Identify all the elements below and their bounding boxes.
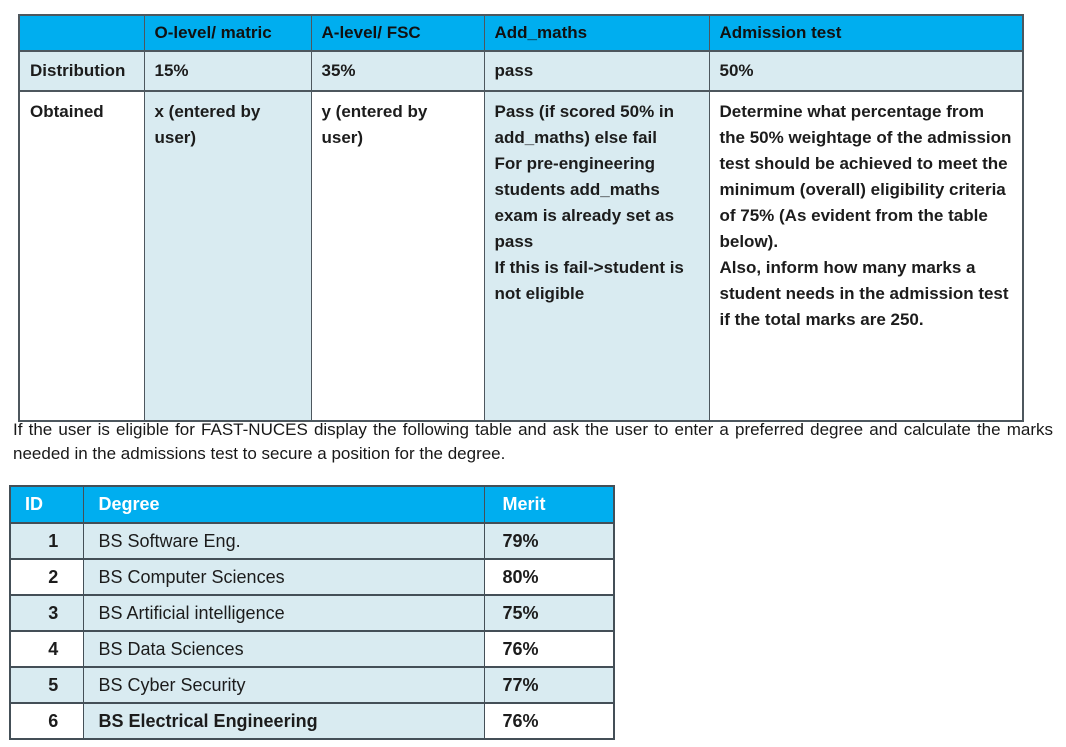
criteria-header-row: O-level/ matric A-level/ FSC Add_maths A…: [18, 14, 1024, 52]
criteria-header-empty: [18, 14, 145, 52]
merit-table: ID Degree Merit 1 BS Software Eng. 79% 2…: [9, 485, 615, 740]
admission-task-2: Also, inform how many marks a student ne…: [719, 258, 1009, 329]
obtained-label: Obtained: [18, 90, 145, 422]
row-degree: BS Software Eng.: [82, 522, 485, 560]
addmaths-fail-rule: If this is fail->student is not eligible: [494, 258, 684, 303]
merit-table-row: 5 BS Cyber Security 77%: [9, 666, 615, 704]
eligibility-instruction-paragraph: If the user is eligible for FAST-NUCES d…: [13, 420, 1053, 463]
criteria-header-olevel: O-level/ matric: [143, 14, 312, 52]
merit-header-merit: Merit: [483, 485, 615, 524]
merit-table-row: 4 BS Data Sciences 76%: [9, 630, 615, 668]
merit-table-row: 2 BS Computer Sciences 80%: [9, 558, 615, 596]
merit-table-row: 3 BS Artificial intelligence 75%: [9, 594, 615, 632]
row-id: 2: [9, 558, 84, 596]
obtained-alevel: y (entered by user): [310, 90, 485, 422]
distribution-admissiontest: 50%: [708, 50, 1024, 92]
merit-table-row: 6 BS Electrical Engineering 76%: [9, 702, 615, 740]
criteria-table: O-level/ matric A-level/ FSC Add_maths A…: [18, 14, 1024, 422]
obtained-admissiontest: Determine what percentage from the 50% w…: [708, 90, 1024, 422]
criteria-header-addmaths: Add_maths: [483, 14, 710, 52]
merit-header-row: ID Degree Merit: [9, 485, 615, 524]
row-merit: 76%: [483, 630, 615, 668]
row-merit: 77%: [483, 666, 615, 704]
row-id: 1: [9, 522, 84, 560]
row-merit: 79%: [483, 522, 615, 560]
obtained-row: Obtained x (entered by user) y (entered …: [18, 90, 1024, 422]
row-degree: BS Artificial intelligence: [82, 594, 485, 632]
merit-header-id: ID: [9, 485, 84, 524]
addmaths-preeng-rule: For pre-engineering students add_maths e…: [494, 154, 675, 251]
row-merit: 75%: [483, 594, 615, 632]
row-id: 4: [9, 630, 84, 668]
criteria-header-admissiontest: Admission test: [708, 14, 1024, 52]
row-degree: BS Cyber Security: [82, 666, 485, 704]
distribution-olevel: 15%: [143, 50, 312, 92]
row-merit: 76%: [483, 702, 615, 740]
distribution-label: Distribution: [18, 50, 145, 92]
merit-header-degree: Degree: [82, 485, 485, 524]
criteria-header-alevel: A-level/ FSC: [310, 14, 485, 52]
distribution-alevel: 35%: [310, 50, 485, 92]
merit-table-row: 1 BS Software Eng. 79%: [9, 522, 615, 560]
addmaths-pass-rule: Pass (if scored 50% in add_maths) else f…: [494, 102, 675, 147]
obtained-olevel: x (entered by user): [143, 90, 312, 422]
row-id: 6: [9, 702, 84, 740]
row-degree: BS Data Sciences: [82, 630, 485, 668]
row-merit: 80%: [483, 558, 615, 596]
distribution-row: Distribution 15% 35% pass 50%: [18, 50, 1024, 92]
row-id: 3: [9, 594, 84, 632]
distribution-addmaths: pass: [483, 50, 710, 92]
obtained-addmaths: Pass (if scored 50% in add_maths) else f…: [483, 90, 710, 422]
admission-task-1: Determine what percentage from the 50% w…: [719, 102, 1012, 251]
row-id: 5: [9, 666, 84, 704]
row-degree: BS Computer Sciences: [82, 558, 485, 596]
row-degree: BS Electrical Engineering: [82, 702, 485, 740]
